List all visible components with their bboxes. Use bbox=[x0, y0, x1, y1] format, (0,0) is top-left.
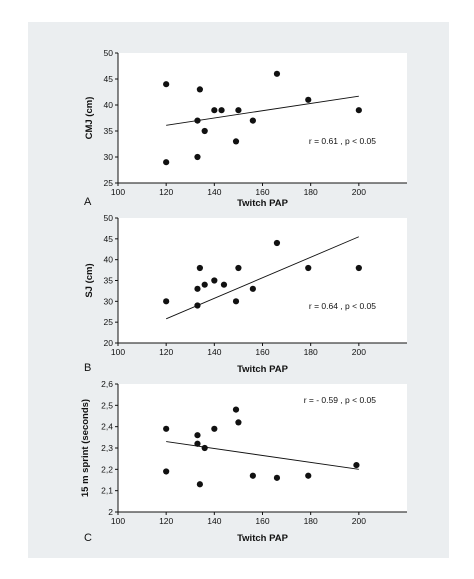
plot-area bbox=[118, 384, 407, 512]
data-point bbox=[220, 281, 228, 288]
data-point bbox=[355, 264, 362, 272]
panel-letter: B bbox=[84, 362, 91, 374]
data-point bbox=[196, 481, 203, 488]
data-point bbox=[232, 298, 240, 305]
data-point bbox=[194, 440, 201, 447]
data-point bbox=[163, 298, 170, 305]
y-tick-label: 2,5 bbox=[101, 400, 113, 410]
y-tick-label: 40 bbox=[104, 100, 114, 110]
data-point bbox=[194, 117, 201, 124]
data-point bbox=[163, 425, 170, 432]
y-tick-label: 2 bbox=[108, 507, 113, 517]
y-axis-title: 15 m sprint (seconds) bbox=[80, 399, 91, 497]
y-tick-label: 2,6 bbox=[101, 379, 113, 389]
y-tick-label: 30 bbox=[104, 152, 114, 162]
data-point bbox=[273, 239, 281, 247]
x-axis-title: Twitch PAP bbox=[237, 533, 289, 544]
y-tick-label: 25 bbox=[104, 178, 114, 188]
data-point bbox=[235, 419, 242, 426]
data-point bbox=[235, 264, 242, 272]
x-tick-label: 180 bbox=[304, 347, 318, 357]
y-tick-label: 35 bbox=[104, 276, 114, 286]
y-tick-label: 20 bbox=[104, 338, 114, 348]
y-tick-label: 2,2 bbox=[101, 464, 113, 474]
data-point bbox=[163, 468, 170, 475]
x-tick-label: 120 bbox=[159, 347, 173, 357]
y-tick-label: 2,3 bbox=[101, 443, 113, 453]
x-tick-label: 200 bbox=[352, 347, 366, 357]
data-point bbox=[196, 86, 203, 93]
x-tick-label: 180 bbox=[304, 516, 318, 526]
chart-panel-b: 100 120 140 160 180 200 20 25 30 35 40 45 50 r = 0.64… bbox=[84, 213, 407, 375]
data-point bbox=[232, 406, 240, 413]
x-tick-label: 160 bbox=[255, 187, 269, 197]
x-tick-label: 200 bbox=[352, 516, 366, 526]
correlation-annotation: r = - 0.59 , p < 0.05 bbox=[304, 395, 377, 405]
y-tick-label: 50 bbox=[104, 213, 114, 223]
y-tick-label: 2,4 bbox=[101, 422, 113, 432]
y-tick-label: 25 bbox=[104, 317, 114, 327]
data-point bbox=[249, 472, 256, 479]
panel-letter: A bbox=[84, 196, 92, 208]
x-tick-label: 120 bbox=[159, 516, 173, 526]
y-tick-label: 45 bbox=[104, 74, 114, 84]
x-tick-label: 100 bbox=[111, 187, 125, 197]
data-point bbox=[211, 277, 218, 284]
x-tick-label: 100 bbox=[111, 347, 125, 357]
data-point bbox=[211, 425, 218, 432]
chart-panel-a: 100 120 140 160 180 200 25 30 35 40 45 50 r = 0.61 ,… bbox=[84, 48, 407, 209]
x-tick-label: 120 bbox=[159, 187, 173, 197]
x-axis-title: Twitch PAP bbox=[237, 364, 289, 375]
x-axis-title: Twitch PAP bbox=[237, 198, 289, 209]
data-point bbox=[211, 107, 218, 114]
y-axis-title: CMJ (cm) bbox=[84, 97, 95, 140]
data-point bbox=[273, 474, 281, 481]
data-point bbox=[194, 153, 201, 161]
y-tick-label: 2,1 bbox=[101, 486, 113, 496]
plot-area bbox=[118, 53, 407, 183]
data-point bbox=[163, 81, 170, 88]
data-point bbox=[194, 285, 201, 292]
data-point bbox=[305, 264, 312, 272]
data-point bbox=[305, 472, 312, 479]
data-point bbox=[273, 70, 281, 77]
x-tick-label: 180 bbox=[304, 187, 318, 197]
data-point bbox=[353, 461, 360, 469]
data-point bbox=[163, 159, 170, 166]
data-point bbox=[305, 96, 312, 103]
plot-area bbox=[118, 218, 407, 343]
y-tick-label: 30 bbox=[104, 296, 114, 306]
y-tick-label: 40 bbox=[104, 255, 114, 265]
x-tick-label: 160 bbox=[255, 516, 269, 526]
chart-panel-c: 100 120 140 160 180 200 2 2,1 2,2 2,3 2,4 2,5 2,6 r =… bbox=[80, 379, 407, 544]
x-tick-label: 200 bbox=[352, 187, 366, 197]
y-axis-title: SJ (cm) bbox=[84, 263, 95, 297]
data-point bbox=[218, 107, 225, 114]
data-point bbox=[249, 117, 256, 124]
y-tick-label: 45 bbox=[104, 234, 114, 244]
data-point bbox=[201, 127, 208, 135]
data-point bbox=[235, 107, 242, 114]
data-point bbox=[355, 107, 362, 114]
x-tick-label: 100 bbox=[111, 516, 125, 526]
y-tick-label: 35 bbox=[104, 126, 114, 136]
data-point bbox=[201, 444, 208, 452]
x-tick-label: 140 bbox=[207, 347, 221, 357]
data-point bbox=[249, 285, 256, 292]
x-tick-label: 160 bbox=[255, 347, 269, 357]
data-point bbox=[232, 138, 240, 145]
correlation-annotation: r = 0.61 , p < 0.05 bbox=[309, 136, 376, 146]
data-point bbox=[196, 264, 203, 272]
data-point bbox=[194, 432, 201, 439]
correlation-annotation: r = 0.64 , p < 0.05 bbox=[309, 301, 376, 311]
x-tick-label: 140 bbox=[207, 187, 221, 197]
data-point bbox=[201, 281, 208, 288]
y-tick-label: 50 bbox=[104, 48, 114, 58]
panel-letter: C bbox=[84, 532, 92, 544]
data-point bbox=[194, 302, 201, 309]
x-tick-label: 140 bbox=[207, 516, 221, 526]
